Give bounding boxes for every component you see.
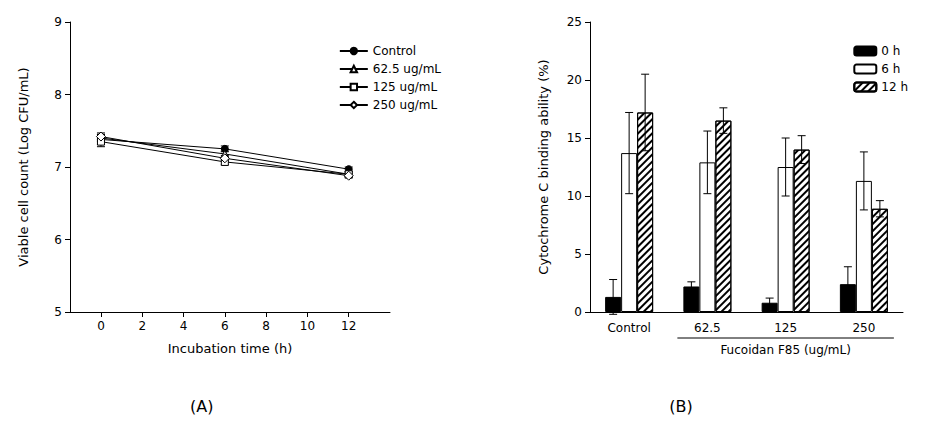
svg-text:12: 12 (341, 319, 356, 333)
svg-text:62.5: 62.5 (694, 321, 721, 335)
svg-text:9: 9 (54, 15, 62, 29)
svg-text:2: 2 (138, 319, 146, 333)
svg-text:Control: Control (373, 44, 416, 58)
svg-text:250: 250 (852, 321, 875, 335)
svg-text:7: 7 (54, 160, 62, 174)
svg-text:125 ug/mL: 125 ug/mL (373, 80, 438, 94)
svg-text:10: 10 (300, 319, 315, 333)
svg-text:8: 8 (54, 88, 62, 102)
svg-text:0: 0 (97, 319, 105, 333)
svg-text:Control: Control (607, 321, 650, 335)
svg-text:0: 0 (574, 305, 582, 319)
svg-text:Cytochrome C binding ability (: Cytochrome C binding ability (%) (536, 59, 551, 274)
svg-text:25: 25 (567, 15, 582, 29)
svg-text:20: 20 (567, 73, 582, 87)
svg-text:5: 5 (574, 247, 582, 261)
svg-text:(B): (B) (669, 397, 692, 416)
svg-text:10: 10 (567, 189, 582, 203)
svg-text:15: 15 (567, 131, 582, 145)
svg-text:6 h: 6 h (881, 62, 900, 76)
svg-text:(A): (A) (190, 397, 213, 416)
svg-text:6: 6 (54, 233, 62, 247)
svg-text:5: 5 (54, 305, 62, 319)
svg-text:4: 4 (180, 319, 188, 333)
svg-text:Incubation time (h): Incubation time (h) (168, 341, 293, 356)
svg-text:6: 6 (221, 319, 229, 333)
svg-text:Fucoidan F85 (ug/mL): Fucoidan F85 (ug/mL) (720, 343, 851, 357)
svg-text:0 h: 0 h (881, 44, 900, 58)
svg-text:250 ug/mL: 250 ug/mL (373, 98, 438, 112)
svg-text:125: 125 (774, 321, 797, 335)
svg-text:62.5 ug/mL: 62.5 ug/mL (373, 62, 441, 76)
svg-text:12 h: 12 h (881, 80, 908, 94)
svg-text:Viable cell count (Log CFU/mL): Viable cell count (Log CFU/mL) (16, 67, 31, 266)
svg-text:8: 8 (262, 319, 270, 333)
